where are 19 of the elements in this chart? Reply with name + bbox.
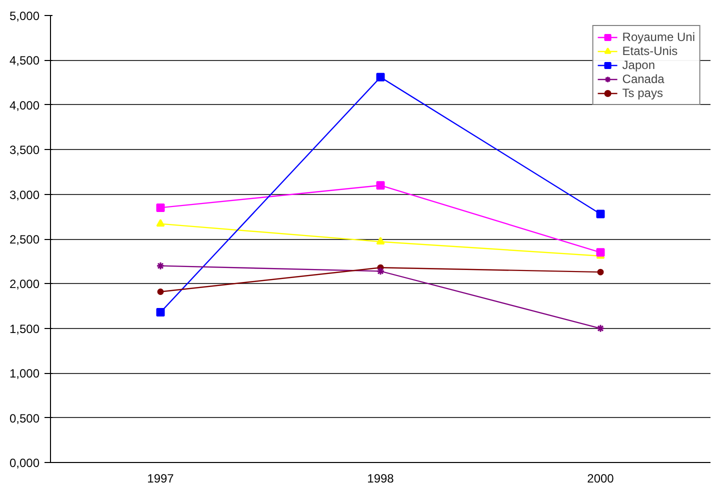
legend-label: Ts pays <box>622 86 663 100</box>
legend-label: Canada <box>622 72 664 86</box>
legend-label: Etats-Unis <box>622 44 678 58</box>
y-tick-label: 4,500 <box>9 54 40 68</box>
legend-label: Royaume Uni <box>622 30 695 44</box>
y-tick-label: 3,000 <box>9 188 40 202</box>
x-tick-label: 1997 <box>147 472 174 486</box>
y-tick-label: 3,500 <box>9 143 40 158</box>
y-tick-label: 2,000 <box>9 277 40 292</box>
legend-label: Japon <box>622 58 655 72</box>
y-tick-label: 5,000 <box>9 9 40 23</box>
x-tick-label: 1998 <box>367 472 394 486</box>
y-tick-label: 4,000 <box>9 98 40 112</box>
x-tick-label: 2000 <box>587 472 614 486</box>
y-tick-label: 2,500 <box>9 232 40 246</box>
y-tick-label: 1,000 <box>9 366 40 381</box>
y-tick-label: 0,000 <box>9 456 40 470</box>
y-tick-label: 0,500 <box>9 411 40 426</box>
y-tick-label: 1,500 <box>9 322 40 336</box>
